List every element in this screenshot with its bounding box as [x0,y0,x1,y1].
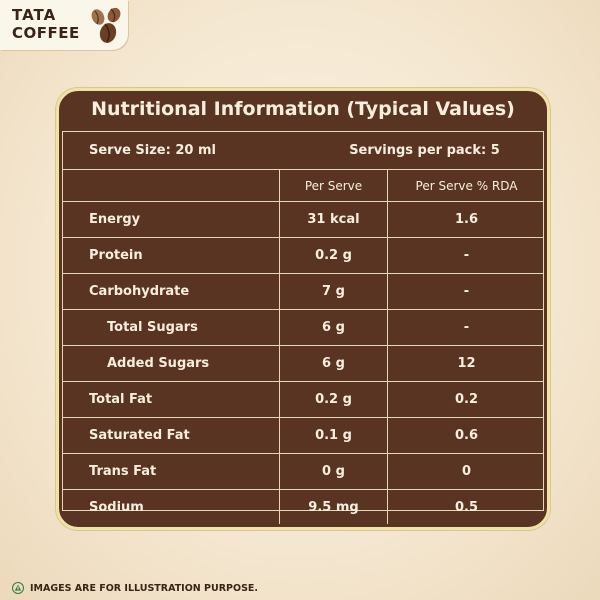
table-row: Total Fat 0.2 g 0.2 [63,382,543,418]
rda-value: 1.6 [387,202,545,237]
rda-value: 12 [387,346,545,381]
nutrient-label: Added Sugars [107,356,210,371]
nutrient-label: Trans Fat [89,464,157,479]
logo-text: TATA COFFEE [12,6,80,42]
logo-brand: TATA [12,6,57,24]
table-row: Energy 31 kcal 1.6 [63,202,543,238]
rda-value: - [387,238,545,273]
table-row: Carbohydrate 7 g- [63,274,543,310]
rda-value: 0 [387,454,545,489]
footer-text: IMAGES ARE FOR ILLUSTRATION PURPOSE. [30,582,259,594]
servings-per-pack: Servings per pack: 5 [349,143,500,158]
serve-size: Serve Size: 20 ml [89,143,216,158]
per-serve-value: 7 g [279,274,387,309]
nutrient-label: Sodium [89,499,144,515]
footer-note: IMAGES ARE FOR ILLUSTRATION PURPOSE. [12,582,258,594]
per-serve-value: 6 g [279,346,387,381]
rda-value: 0.5 [387,490,545,524]
table-row: Saturated Fat 0.1 g 0.6 [63,418,543,454]
serve-row: Serve Size: 20 ml Servings per pack: 5 [63,132,543,170]
per-serve-value: 6 g [279,310,387,345]
table-row: Sodium 9.5 mg 0.5 [63,490,543,524]
rda-value: - [387,310,545,345]
coffee-beans-icon [91,7,121,43]
nutrient-label: Energy [89,212,141,227]
table-row: Total Sugars 6 g- [63,310,543,346]
nutrient-label: Carbohydrate [89,284,190,299]
per-serve-value: 9.5 mg [279,490,387,524]
nutrient-label: Protein [89,248,143,263]
header-row: Per Serve Per Serve % RDA [63,170,543,202]
nutrient-label: Total Sugars [107,320,198,335]
panel-title: Nutritional Information (Typical Values) [91,98,515,120]
per-serve-value: 0 g [279,454,387,489]
header-blank [63,170,279,201]
table-row: Added Sugars 6 g 12 [63,346,543,382]
logo-name: COFFEE [12,24,80,42]
per-serve-value: 0.2 g [279,238,387,273]
rda-value: 0.6 [387,418,545,453]
nutrient-label: Total Fat [89,392,153,407]
rda-value: - [387,274,545,309]
header-rda: Per Serve % RDA [387,170,545,201]
nutrition-table: Serve Size: 20 ml Servings per pack: 5 P… [62,131,544,524]
rda-value: 0.2 [387,382,545,417]
per-serve-value: 31 kcal [279,202,387,237]
header-per-serve: Per Serve [279,170,387,201]
nutrition-panel: Nutritional Information (Typical Values)… [56,88,550,530]
per-serve-value: 0.2 g [279,382,387,417]
per-serve-value: 0.1 g [279,418,387,453]
brand-logo: TATA COFFEE [0,0,128,50]
warning-triangle-icon [12,582,24,594]
table-row: Protein 0.2 g- [63,238,543,274]
nutrient-label: Saturated Fat [89,428,190,443]
